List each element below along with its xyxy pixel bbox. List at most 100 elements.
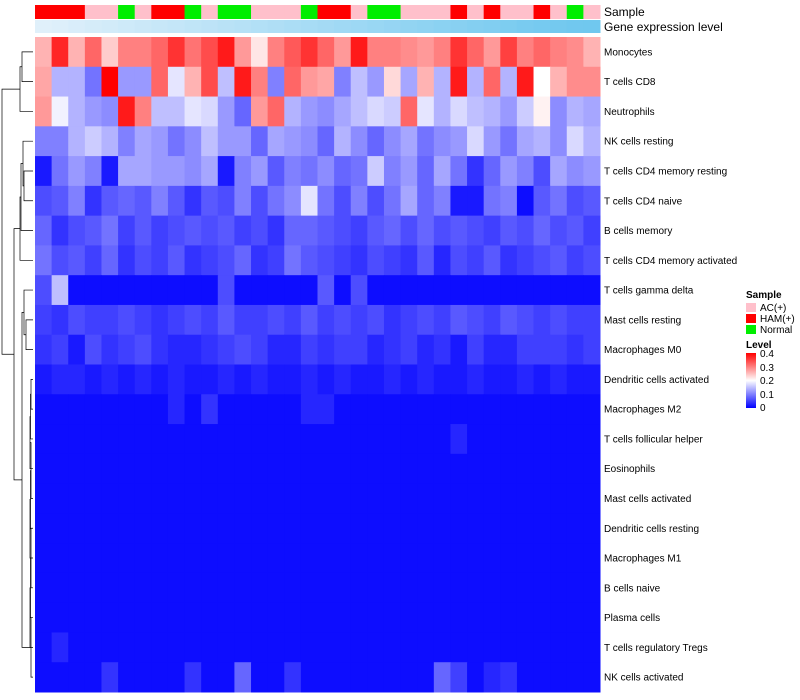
cell-r1-c31 [550,66,568,98]
cell-r9-c12 [234,304,252,336]
cell-r14-c5 [118,453,136,485]
cell-r21-c27 [483,662,501,693]
cell-r2-c29 [516,96,535,127]
cell-r15-c26 [467,483,485,514]
cell-r3-c28 [500,126,518,157]
cell-r9-c9 [184,304,202,336]
cell-r2-c15 [284,96,302,127]
sample-cell-4 [101,5,119,19]
cell-r5-c6 [134,185,152,217]
cell-r17-c14 [267,543,285,574]
gene-expression-cell-1 [51,20,69,33]
cell-r14-c11 [217,453,235,485]
cell-r11-c17 [317,364,335,395]
cell-r0-c14 [267,37,285,68]
cell-r6-c1 [51,215,69,246]
cell-r3-c30 [533,126,551,157]
cell-r18-c16 [300,572,318,604]
cell-r3-c25 [450,126,468,157]
cell-r13-c9 [184,424,202,455]
gene-expression-cell-12 [234,20,252,33]
cell-r1-c29 [516,66,535,98]
cell-r9-c11 [217,304,235,336]
cell-r4-c27 [483,156,501,187]
cell-r5-c15 [284,185,302,217]
cell-r0-c29 [516,37,535,68]
cell-r13-c7 [151,424,169,455]
cell-r17-c6 [134,543,152,574]
cell-r7-c10 [201,245,219,276]
cell-r8-c6 [134,275,152,306]
cell-r15-c19 [350,483,368,514]
cell-r9-c21 [383,304,402,336]
cell-r4-c18 [334,156,352,187]
cell-r19-c20 [367,602,385,633]
cell-r19-c32 [566,602,584,633]
cell-r16-c3 [84,513,102,544]
cell-r17-c15 [284,543,302,574]
cell-r10-c13 [251,334,269,365]
cell-r18-c12 [234,572,252,604]
cell-r16-c20 [367,513,385,544]
row-label-5: T cells CD4 naive [604,196,683,207]
cell-r20-c17 [317,632,335,663]
cell-r18-c3 [84,572,102,604]
cell-r19-c15 [284,602,302,633]
cell-r14-c29 [516,453,535,485]
cell-r3-c29 [516,126,535,157]
row-labels: Monocytes T cells CD8 Neutrophils NK cells … [604,47,737,683]
gene-expression-cell-3 [84,20,102,33]
cell-r3-c12 [234,126,252,157]
cell-r1-c25 [450,66,468,98]
cell-r3-c15 [284,126,302,157]
sample-cell-1 [51,5,69,19]
cell-r5-c28 [500,185,518,217]
cell-r21-c28 [500,662,518,693]
cell-r0-c20 [367,37,385,68]
cell-r0-c9 [184,37,202,68]
cell-r9-c27 [483,304,501,336]
cell-r14-c0 [35,453,53,485]
cell-r4-c11 [217,156,235,187]
cell-r4-c13 [251,156,269,187]
cell-r4-c20 [367,156,385,187]
cell-r11-c19 [350,364,368,395]
gene-expression-cell-4 [101,20,119,33]
cell-r13-c28 [500,424,518,455]
cell-r2-c12 [234,96,252,127]
cell-r8-c16 [300,275,318,306]
cell-r15-c24 [433,483,451,514]
cell-r10-c9 [184,334,202,365]
cell-r15-c31 [550,483,568,514]
cell-r9-c33 [583,304,601,336]
cell-r11-c21 [383,364,402,395]
cell-r7-c19 [350,245,368,276]
cell-r7-c22 [400,245,418,276]
cell-r9-c20 [367,304,385,336]
cell-r9-c7 [151,304,169,336]
cell-r17-c5 [118,543,136,574]
cell-r5-c20 [367,185,385,217]
cell-r10-c32 [566,334,584,365]
cell-r0-c1 [51,37,69,68]
cell-r9-c16 [300,304,318,336]
cell-r19-c2 [68,602,86,633]
cell-r0-c15 [284,37,302,68]
cell-r12-c0 [35,394,53,425]
cell-r8-c3 [84,275,102,306]
sample-cell-32 [566,5,584,19]
cell-r2-c20 [367,96,385,127]
cell-r11-c8 [167,364,186,395]
cell-r14-c20 [367,453,385,485]
cell-r20-c19 [350,632,368,663]
row-label-17: Macrophages M1 [604,554,682,565]
gene-expression-cell-22 [400,20,418,33]
cell-r21-c18 [334,662,352,693]
cell-r19-c4 [101,602,119,633]
level-tick-0: 0 [760,403,766,414]
cell-r18-c2 [68,572,86,604]
cell-r13-c19 [350,424,368,455]
cell-r17-c9 [184,543,202,574]
dendrogram-branch [30,379,33,410]
cell-r0-c5 [118,37,136,68]
